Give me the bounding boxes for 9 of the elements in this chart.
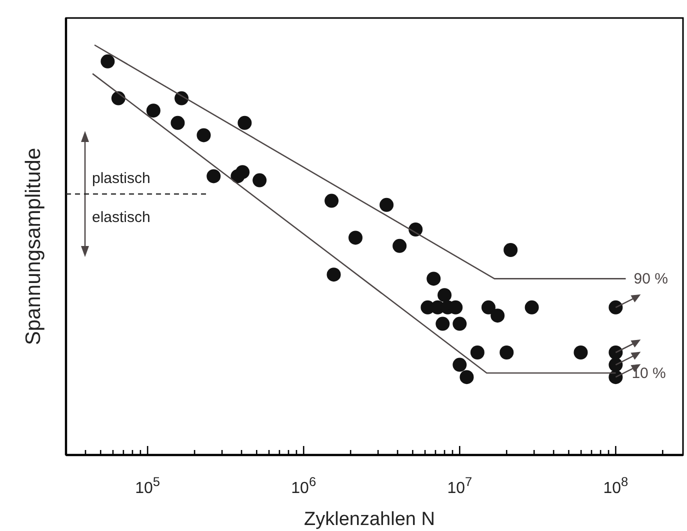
x-axis-title: Zyklenzahlen N: [304, 509, 435, 530]
x-tick-label: 10$^{8}$: [603, 474, 628, 497]
x-tick-label: 10$^{7}$: [447, 474, 472, 497]
annotation: plastisch: [92, 170, 150, 187]
y-axis-title: Spannungsamplitude: [22, 148, 45, 346]
x-tick-label: 10$^{6}$: [291, 474, 316, 497]
series-label: 90 %: [634, 270, 668, 288]
annotation: elastisch: [92, 209, 150, 226]
x-tick-label: 10$^{5}$: [135, 474, 160, 497]
